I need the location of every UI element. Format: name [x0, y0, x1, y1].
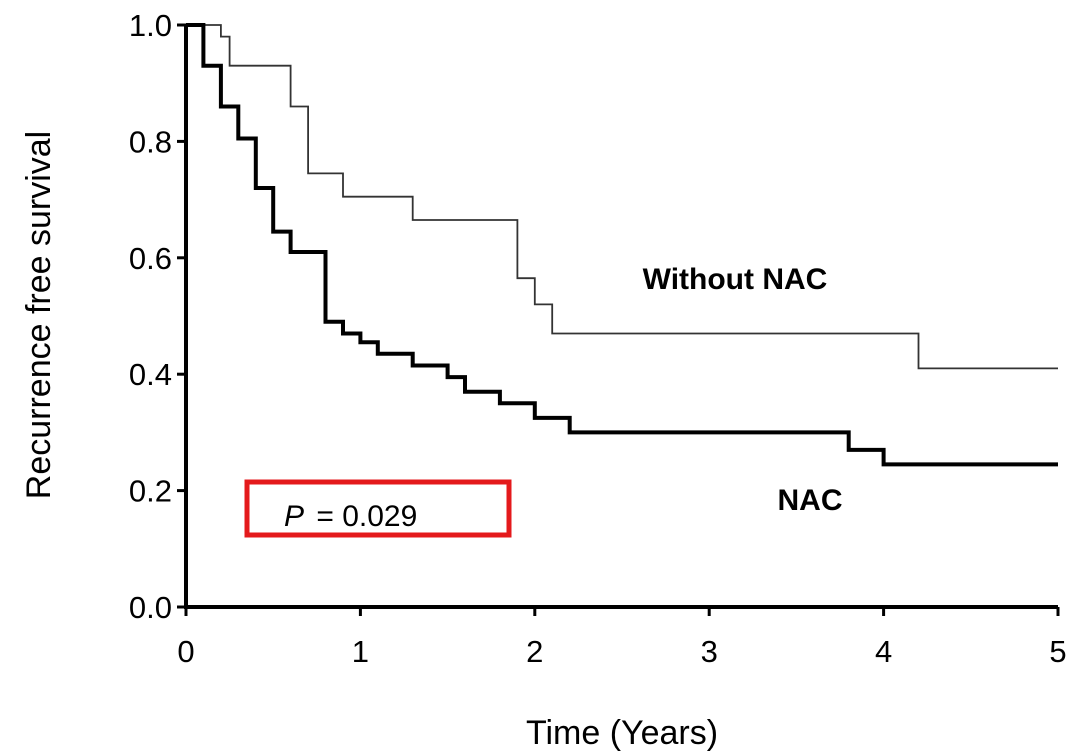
- x-tick-label: 3: [701, 634, 718, 669]
- x-tick-label: 1: [352, 634, 369, 669]
- series-line-nac: [186, 23, 1058, 467]
- y-tick-label: 0.8: [129, 124, 172, 159]
- x-tick-label: 5: [1049, 634, 1066, 669]
- series-line-without-nac: [186, 24, 1058, 370]
- y-axis-ticks: 0.0 0.2 0.4 0.6 0.8 1.0: [129, 8, 186, 625]
- y-tick-label: 0.0: [129, 590, 172, 625]
- p-value-annotation: P = 0.029: [284, 500, 417, 533]
- x-tick-label: 2: [526, 634, 543, 669]
- y-tick-label: 0.4: [129, 357, 172, 392]
- p-value-symbol: P: [284, 500, 304, 533]
- y-tick-label: 0.2: [129, 474, 172, 509]
- series-label-nac: NAC: [778, 484, 843, 517]
- axes: 0 1 2 3 4 5 0.0 0.2 0.4 0.6 0.8 1.0: [129, 8, 1067, 669]
- p-value-text: = 0.029: [316, 500, 417, 533]
- y-axis-title: Recurrence free survival: [20, 131, 58, 499]
- survival-curves: [186, 23, 1058, 467]
- x-tick-label: 4: [875, 634, 892, 669]
- y-tick-label: 0.6: [129, 241, 172, 276]
- x-axis-ticks: 0 1 2 3 4 5: [177, 607, 1067, 669]
- series-label-without-nac: Without NAC: [643, 263, 828, 296]
- x-tick-label: 0: [177, 634, 194, 669]
- x-axis-title: Time (Years): [526, 714, 718, 752]
- p-value-highlight-box: [244, 479, 512, 538]
- y-tick-label: 1.0: [129, 8, 172, 43]
